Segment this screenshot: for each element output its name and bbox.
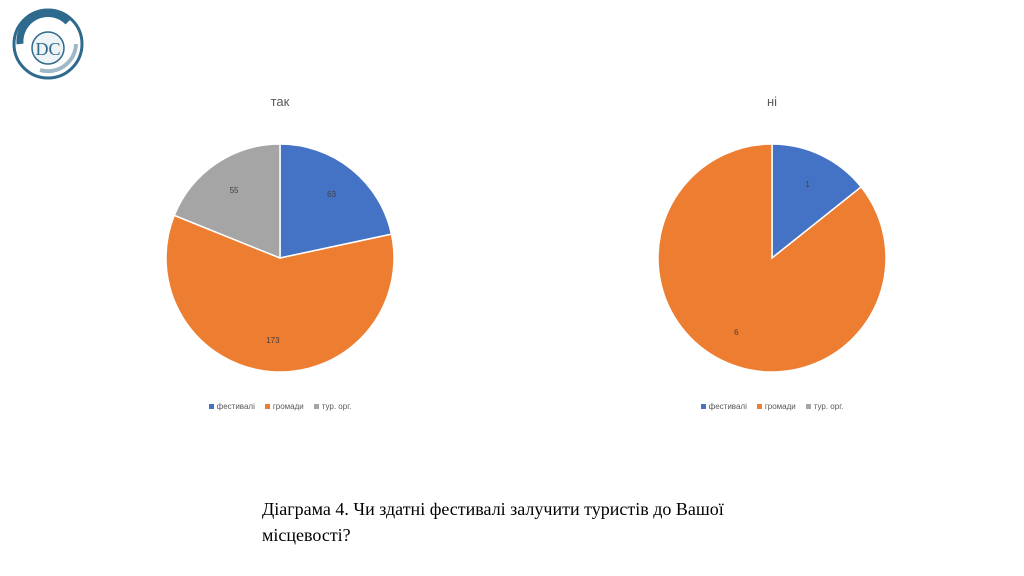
legend-yes: фестивалі громади тур. орг. (70, 402, 490, 411)
pie-slice-communities (657, 143, 887, 373)
legend-item-festivals: фестивалі (208, 402, 255, 411)
pie-chart-yes: так 63 173 55 фестивалі громади тур. орг. (70, 88, 490, 428)
data-label-communities: 173 (266, 336, 280, 345)
chart-title-yes: так (270, 94, 290, 109)
legend-swatch-festivals (208, 404, 214, 409)
data-label-festivals: 1 (805, 180, 810, 189)
figure-caption: Діаграма 4. Чи здатні фестивалі залучити… (262, 499, 724, 545)
legend-swatch-tourorg (805, 404, 811, 409)
data-label-tourorg: 55 (230, 186, 239, 195)
pie-slice-communities (165, 214, 395, 373)
legend-swatch-tourorg (313, 404, 319, 409)
legend-label-tourorg: тур. орг. (813, 402, 844, 411)
legend-swatch-communities (756, 404, 762, 409)
legend-item-tourorg: тур. орг. (805, 402, 844, 411)
data-label-communities: 6 (734, 328, 739, 337)
legend-label-festivals: фестивалі (216, 402, 255, 411)
legend-label-communities: громади (764, 402, 796, 411)
pie-slice-tourorg (173, 143, 281, 260)
legend-item-festivals: фестивалі (700, 402, 747, 411)
legend-swatch-communities (264, 404, 270, 409)
data-label-festivals: 63 (327, 190, 336, 199)
chart-title-no: ні (766, 94, 778, 109)
legend-item-communities: громади (264, 402, 304, 411)
pie-slice-festivals (279, 143, 393, 259)
legend-label-tourorg: тур. орг. (321, 402, 352, 411)
pie-plot-yes: 63 173 55 (165, 143, 395, 373)
legend-item-tourorg: тур. орг. (313, 402, 352, 411)
organization-logo: DC (12, 8, 84, 80)
pie-slice-festivals (771, 143, 863, 260)
legend-no: фестивалі громади тур. орг. (562, 402, 982, 411)
legend-label-communities: громади (272, 402, 304, 411)
pie-plot-no: 16 (657, 143, 887, 373)
legend-label-festivals: фестивалі (708, 402, 747, 411)
legend-swatch-festivals (700, 404, 706, 409)
logo-letters: DC (35, 39, 60, 59)
legend-item-communities: громади (756, 402, 796, 411)
